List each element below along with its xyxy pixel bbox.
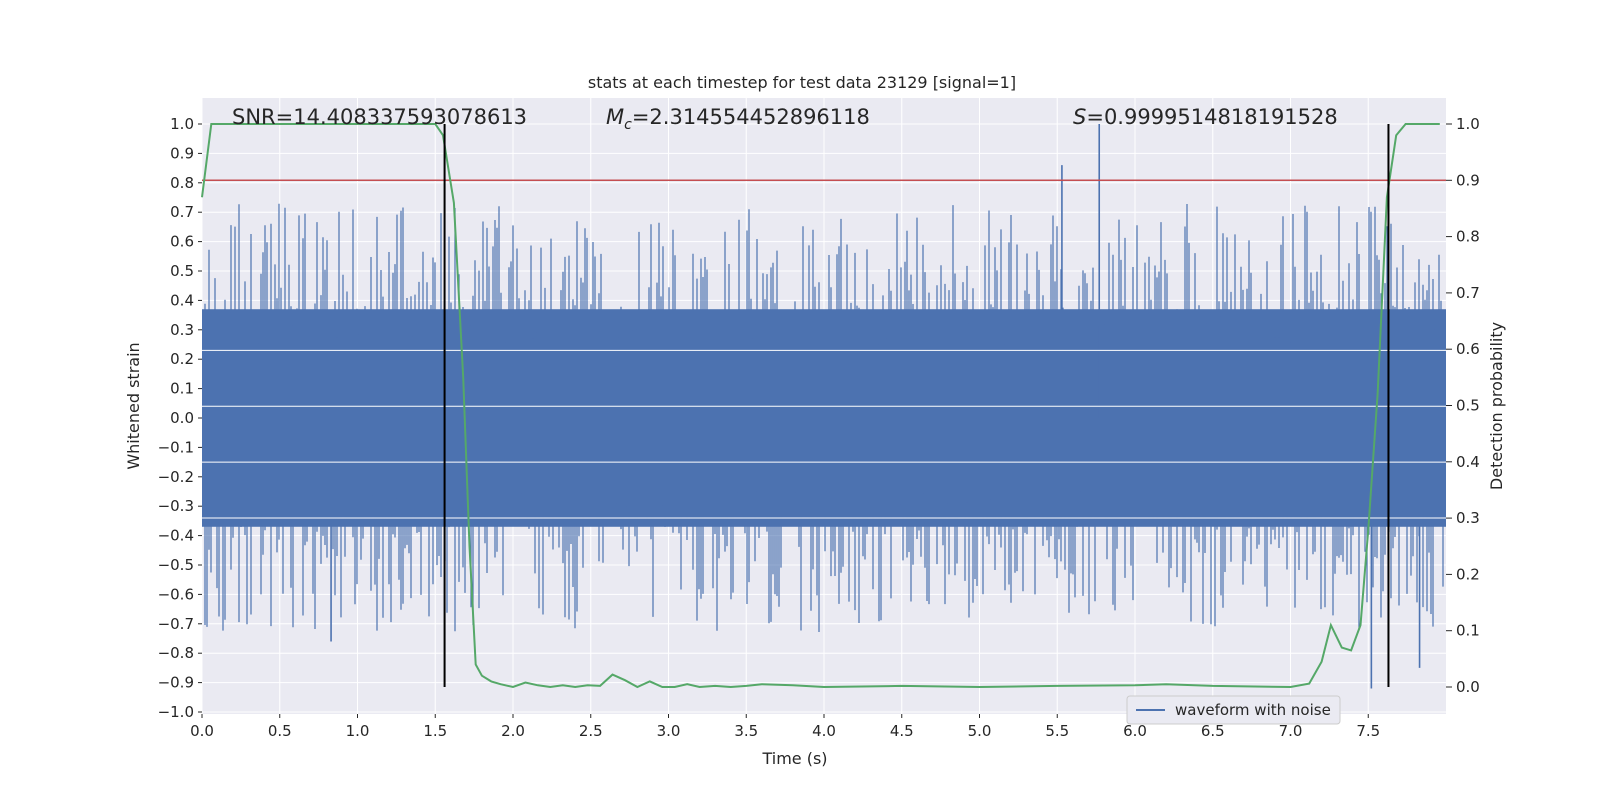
y-left-axis-label: Whitened strain xyxy=(124,342,143,469)
y-left-tick-label: 0.7 xyxy=(170,203,194,221)
x-tick-label: 1.5 xyxy=(423,722,447,740)
x-tick-label: 3.0 xyxy=(657,722,681,740)
y-left-tick-label: −0.7 xyxy=(158,615,194,633)
chirp-mass-symbol: M xyxy=(606,105,624,129)
y-left-tick-label: 0.3 xyxy=(170,321,194,339)
y-left-tick-label: −0.4 xyxy=(158,527,194,545)
x-tick-label: 6.0 xyxy=(1123,722,1147,740)
time-markers xyxy=(443,124,1390,687)
y-right-tick-label: 1.0 xyxy=(1456,115,1480,133)
legend: waveform with noise xyxy=(1126,695,1341,725)
y-right-axis-label: Detection probability xyxy=(1487,322,1506,490)
y-left-tick-label: 0.4 xyxy=(170,291,194,309)
y-right-tick-label: 0.1 xyxy=(1456,622,1480,640)
y-right-axis-ticks: 0.0 0.1 0.2 0.3 0.4 0.5 0.6 0.7 0.8 0.9 1.0 xyxy=(1446,115,1480,696)
x-tick-label: 0.0 xyxy=(190,722,214,740)
x-axis-ticks: 0.0 0.5 1.0 1.5 2.0 2.5 3.0 3.5 4.0 4.5 5.0 5.5 6.0 6… xyxy=(190,714,1380,740)
chart-title: stats at each timestep for test data 231… xyxy=(588,73,1016,92)
y-right-tick-label: 0.3 xyxy=(1456,509,1480,527)
score-symbol: S xyxy=(1073,105,1086,129)
y-left-tick-label: −0.5 xyxy=(158,556,194,574)
x-tick-label: 6.5 xyxy=(1201,722,1225,740)
y-right-tick-label: 0.0 xyxy=(1456,678,1480,696)
y-left-tick-label: 0.9 xyxy=(170,144,194,162)
x-tick-label: 4.0 xyxy=(812,722,836,740)
y-left-tick-label: −0.9 xyxy=(158,674,194,692)
x-tick-label: 5.5 xyxy=(1045,722,1069,740)
y-left-tick-label: −0.2 xyxy=(158,468,194,486)
y-left-tick-label: 0.8 xyxy=(170,174,194,192)
y-right-tick-label: 0.8 xyxy=(1456,228,1480,246)
chirp-mass-subscript: c xyxy=(624,117,632,133)
y-left-tick-label: −0.1 xyxy=(158,438,194,456)
x-tick-label: 7.5 xyxy=(1356,722,1380,740)
chirp-mass-value: =2.314554452896118 xyxy=(632,105,870,129)
score-value: =0.9999514818191528 xyxy=(1086,105,1337,129)
probability-line xyxy=(201,123,1440,689)
x-tick-label: 3.5 xyxy=(734,722,758,740)
probability-series xyxy=(201,123,1446,689)
y-left-axis-ticks: −1.0 −0.9 −0.8 −0.7 −0.6 −0.5 −0.4 −0.3 −0.2 −0.1… xyxy=(158,115,202,721)
y-left-tick-label: −1.0 xyxy=(158,703,194,721)
x-axis-label: Time (s) xyxy=(761,749,827,768)
legend-box xyxy=(1126,695,1341,725)
y-left-tick-label: 0.2 xyxy=(170,350,194,368)
y-left-tick-label: 0.6 xyxy=(170,233,194,251)
y-left-tick-label: −0.3 xyxy=(158,497,194,515)
score-annotation: S=0.9999514818191528 xyxy=(1073,105,1338,129)
waveform-series xyxy=(202,124,1446,689)
y-right-tick-label: 0.7 xyxy=(1456,284,1480,302)
x-tick-label: 5.0 xyxy=(968,722,992,740)
y-right-tick-label: 0.6 xyxy=(1456,340,1480,358)
y-left-tick-label: −0.6 xyxy=(158,585,194,603)
x-tick-label: 0.5 xyxy=(268,722,292,740)
snr-annotation: SNR=14.408337593078613 xyxy=(232,105,527,129)
y-right-tick-label: 0.5 xyxy=(1456,397,1480,415)
x-tick-label: 2.5 xyxy=(579,722,603,740)
chirp-mass-annotation: Mc=2.314554452896118 xyxy=(606,105,870,133)
y-right-tick-label: 0.2 xyxy=(1456,565,1480,583)
y-left-tick-label: 1.0 xyxy=(170,115,194,133)
x-tick-label: 4.5 xyxy=(890,722,914,740)
x-tick-label: 1.0 xyxy=(346,722,370,740)
y-left-tick-label: −0.8 xyxy=(158,644,194,662)
x-tick-label: 2.0 xyxy=(501,722,525,740)
y-left-tick-label: 0.1 xyxy=(170,380,194,398)
legend-label: waveform with noise xyxy=(1175,701,1331,719)
x-tick-label: 7.0 xyxy=(1279,722,1303,740)
waveform-noise xyxy=(202,203,1444,632)
y-left-tick-label: 0.0 xyxy=(170,409,194,427)
y-right-tick-label: 0.4 xyxy=(1456,453,1480,471)
y-right-tick-label: 0.9 xyxy=(1456,171,1480,189)
y-left-tick-label: 0.5 xyxy=(170,262,194,280)
